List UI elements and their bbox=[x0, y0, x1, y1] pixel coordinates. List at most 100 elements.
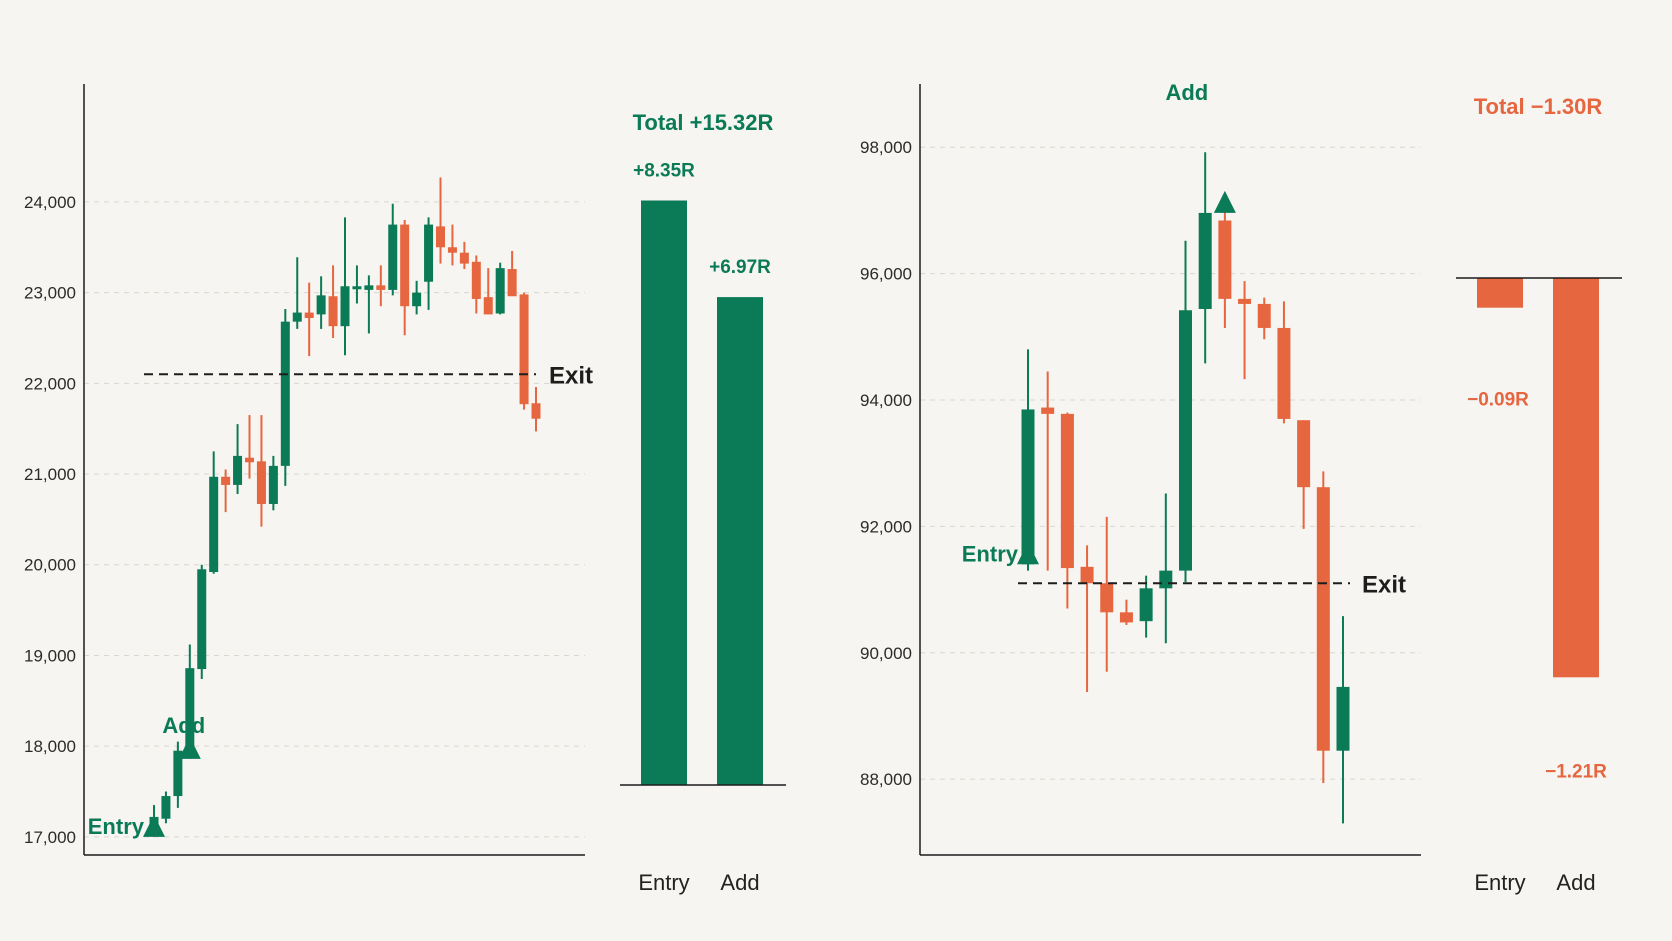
panel1-y-tick-label: 20,000 bbox=[24, 556, 76, 575]
candle-body bbox=[447, 247, 457, 253]
candle-body bbox=[531, 403, 541, 419]
bars1-category-label: Entry bbox=[638, 870, 689, 895]
panel1-candle bbox=[388, 203, 398, 296]
panel1-candle bbox=[197, 564, 207, 680]
candle-body bbox=[245, 457, 254, 463]
panel1-y-tick-label: 23,000 bbox=[24, 284, 76, 303]
panel1-exit-label: Exit bbox=[549, 362, 593, 389]
panel2-candle bbox=[1159, 493, 1173, 644]
candle-body bbox=[1119, 612, 1133, 623]
panel1-add-marker bbox=[178, 736, 201, 759]
candle-body bbox=[221, 476, 231, 485]
panel1-candle bbox=[364, 275, 374, 334]
candle-body bbox=[1139, 588, 1153, 622]
candle-body bbox=[1238, 298, 1252, 304]
panel2-exit-label: Exit bbox=[1362, 571, 1406, 598]
bars2-bar-entry bbox=[1477, 278, 1523, 308]
candle-body bbox=[1100, 583, 1114, 613]
bars2-bar-add bbox=[1553, 278, 1599, 678]
panel2-candle bbox=[1316, 471, 1330, 783]
panel2-add-label: Add bbox=[1165, 80, 1208, 105]
panel2-y-tick-label: 98,000 bbox=[860, 138, 912, 157]
panel2-candle bbox=[1041, 371, 1055, 571]
candle-body bbox=[1198, 212, 1212, 309]
panel1-candle bbox=[340, 217, 350, 356]
candle-body bbox=[1179, 310, 1192, 571]
candle-body bbox=[376, 285, 386, 290]
panel2-candle bbox=[1100, 516, 1114, 672]
panel1-candle bbox=[424, 217, 434, 310]
bars2-category-label: Entry bbox=[1474, 870, 1525, 895]
candle-body bbox=[1218, 220, 1232, 299]
panel1-candle bbox=[352, 265, 362, 304]
panel1-candle bbox=[233, 424, 243, 494]
panel1-candle bbox=[280, 308, 290, 486]
panel1-y-tick-label: 24,000 bbox=[24, 193, 76, 212]
candle-body bbox=[209, 476, 219, 572]
candle-body bbox=[400, 224, 410, 307]
panel1-candle bbox=[447, 224, 457, 266]
candle-body bbox=[364, 285, 374, 290]
candle-body bbox=[495, 268, 505, 314]
panel2-y-tick-label: 94,000 bbox=[860, 391, 912, 410]
candle-body bbox=[1159, 570, 1173, 589]
panel2-y-tick-label: 88,000 bbox=[860, 770, 912, 789]
panel2-add-marker bbox=[1213, 190, 1236, 213]
panel2-entry-label: Entry bbox=[962, 541, 1019, 566]
panel1-add-label: Add bbox=[162, 713, 205, 738]
panel1-entry-label: Entry bbox=[88, 814, 145, 839]
panel1-candle bbox=[459, 241, 469, 270]
candle-body bbox=[173, 750, 183, 797]
candle-body bbox=[268, 465, 278, 504]
panel2-candle bbox=[1021, 349, 1035, 571]
candle-body bbox=[459, 252, 469, 264]
candle-body bbox=[1060, 413, 1074, 569]
panel2-y-tick-label: 96,000 bbox=[860, 265, 912, 284]
candle-body bbox=[1257, 303, 1271, 328]
candle-body bbox=[1336, 686, 1350, 751]
candle-body bbox=[304, 312, 314, 319]
candle-body bbox=[1041, 407, 1055, 414]
panel1-candle bbox=[173, 741, 183, 808]
bars2-value-label: −1.21R bbox=[1545, 761, 1607, 782]
candle-body bbox=[197, 569, 207, 670]
candle-body bbox=[1297, 420, 1311, 488]
bars1-category-label: Add bbox=[720, 870, 759, 895]
candle-body bbox=[483, 297, 493, 315]
candle-body bbox=[388, 224, 398, 290]
panel2-y-tick-label: 92,000 bbox=[860, 517, 912, 536]
candle-body bbox=[328, 296, 338, 327]
panel1-candle bbox=[483, 268, 493, 315]
panel2-candle bbox=[1257, 297, 1271, 340]
panel1-y-tick-label: 21,000 bbox=[24, 465, 76, 484]
candle-body bbox=[436, 226, 445, 248]
panel1-candle bbox=[412, 280, 422, 315]
bars2-value-label: −0.09R bbox=[1467, 390, 1529, 411]
bars2-category-label: Add bbox=[1556, 870, 1595, 895]
panel1-candle bbox=[507, 250, 517, 297]
panel2-candle bbox=[1277, 301, 1291, 424]
panel1-candle bbox=[519, 292, 529, 410]
panel1-candle bbox=[209, 451, 219, 574]
candle-body bbox=[507, 269, 517, 297]
candle-body bbox=[256, 461, 266, 504]
candle-body bbox=[519, 294, 529, 405]
candle-body bbox=[1021, 409, 1035, 565]
panel1-candle bbox=[400, 220, 410, 336]
panel1-candle bbox=[316, 276, 326, 329]
panel1-candle bbox=[328, 265, 338, 338]
panel2-candle bbox=[1139, 575, 1153, 638]
candle-body bbox=[1316, 487, 1330, 751]
bars1-value-label: +6.97R bbox=[709, 257, 771, 278]
panel1-candle bbox=[304, 282, 314, 357]
candle-body bbox=[424, 224, 434, 282]
panel1-candle bbox=[221, 469, 231, 513]
panel1-candle bbox=[436, 177, 445, 264]
candle-body bbox=[1277, 327, 1291, 419]
panel2-candle bbox=[1060, 412, 1074, 609]
panel1-candle bbox=[471, 255, 481, 314]
panel1-candle bbox=[268, 455, 278, 511]
candle-body bbox=[185, 668, 195, 756]
bars2-title: Total −1.30R bbox=[1474, 94, 1603, 119]
